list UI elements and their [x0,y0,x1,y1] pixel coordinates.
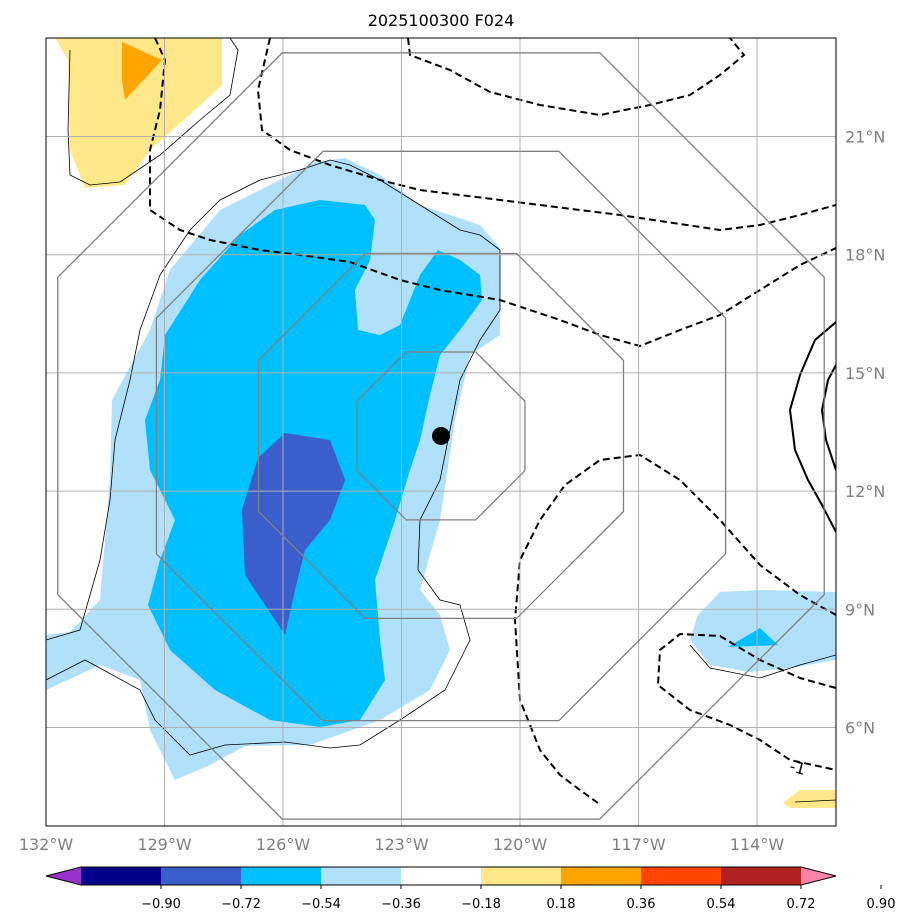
chart-title: 2025100300 F024 [368,11,515,30]
outline-contours [46,38,836,803]
map-frame [45,37,837,827]
x-tick-label-2: 126°W [256,835,311,854]
solid-contours [788,321,836,533]
colorbar: −0.90 −0.72 −0.54 −0.36 −0.18 0.18 0.36 0.54 0.7… [45,866,896,912]
x-tick-label-3: 123°W [374,835,429,854]
range-ring-1 [257,252,625,620]
storm-center-marker [432,426,450,445]
colorbar-label-8: 0.72 [787,897,816,912]
colorbar-segment-3 [321,867,402,885]
colorbar-extend-high [801,867,836,885]
map-area: -1 [46,38,836,826]
y-tick-label-2: 12°N [845,482,885,501]
colorbar-label-6: 0.36 [627,897,656,912]
y-tick-label-0: 6°N [845,719,875,738]
x-tick-label-6: 114°W [730,835,785,854]
fill-yellow-se [783,790,836,808]
colorbar-outline [45,866,837,886]
y-tick-label-4: 18°N [845,246,885,265]
fill-royal-blue [242,433,345,635]
y-tick-label-1: 9°N [845,600,875,619]
colorbar-label-4: −0.18 [461,897,501,912]
x-axis-ticks: 132°W 129°W 126°W 123°W 120°W 117°W 114°W [19,835,785,854]
colorbar-segment-0 [81,867,162,885]
colorbar-segment-6 [561,867,642,885]
fill-orange-nw [122,42,162,100]
colorbar-label-3: −0.36 [381,897,421,912]
colorbar-segment-1 [161,867,242,885]
y-axis-ticks: 6°N 9°N 12°N 15°N 18°N 21°N [845,128,885,738]
y-tick-label-5: 21°N [845,128,885,147]
range-ring-2 [155,150,727,722]
colorbar-segment-8 [721,867,802,885]
colorbar-segment-5 [481,867,562,885]
colorbar-label-0: −0.90 [141,897,181,912]
range-rings [57,52,825,820]
colorbar-label-9: 0.90 [867,897,896,912]
fill-blue-east [728,628,778,647]
colorbar-segment-7 [641,867,722,885]
x-tick-label-4: 120°W [493,835,548,854]
colorbar-extend-low [46,867,81,885]
colorbar-label-2: −0.54 [301,897,341,912]
x-tick-label-0: 132°W [19,835,74,854]
colorbar-segment-2 [241,867,322,885]
gridlines [46,38,836,826]
fill-yellow-nw [55,38,222,188]
dashed-contours [149,38,836,804]
range-ring-0 [356,351,526,521]
y-tick-label-3: 15°N [845,364,885,383]
x-tick-label-5: 117°W [611,835,666,854]
colorbar-label-7: 0.54 [707,897,736,912]
contour-label: -1 [788,756,808,778]
colorbar-label-1: −0.72 [221,897,261,912]
colorbar-segment-4 [401,867,482,885]
colorbar-label-5: 0.18 [547,897,576,912]
range-ring-3 [57,52,825,820]
x-tick-label-1: 129°W [137,835,192,854]
